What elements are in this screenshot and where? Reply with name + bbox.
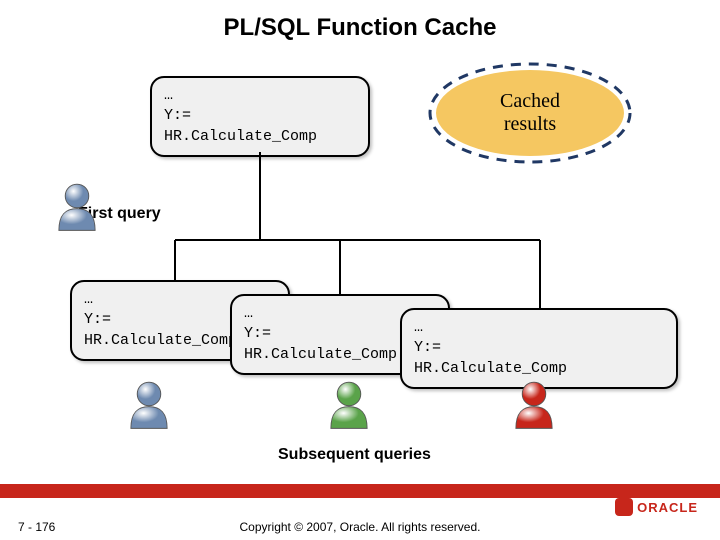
cache-ellipse: Cached results <box>436 70 624 156</box>
user-icon <box>120 374 178 432</box>
page-title: PL/SQL Function Cache <box>0 14 720 42</box>
cache-label-2: results <box>504 113 556 136</box>
oracle-logo-text: ORACLE <box>637 500 698 515</box>
user-icon <box>48 176 106 234</box>
cache-label-1: Cached <box>500 90 560 113</box>
footer-red-bar <box>0 484 720 498</box>
subsequent-queries-label: Subsequent queries <box>278 446 431 464</box>
oracle-logo-mark <box>615 498 633 516</box>
user-icon <box>320 374 378 432</box>
code-box-top: … Y:= HR.Calculate_Comp <box>150 76 370 157</box>
user-icon <box>505 374 563 432</box>
oracle-logo: ORACLE <box>615 498 698 516</box>
copyright-text: Copyright © 2007, Oracle. All rights res… <box>0 520 720 534</box>
